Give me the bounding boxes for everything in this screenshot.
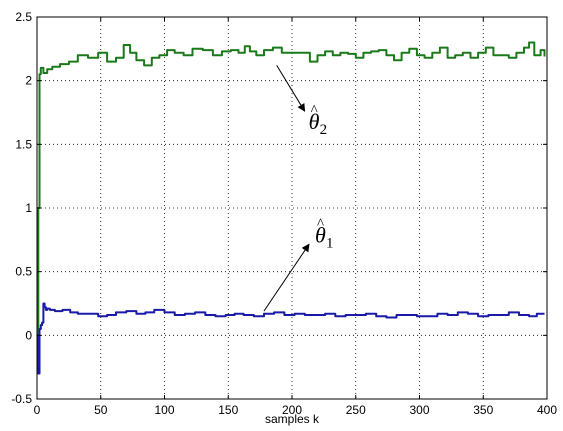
x-tick-label: 400 <box>537 403 557 417</box>
annotation-label: θ <box>309 109 320 134</box>
y-tick-label: 2.5 <box>15 10 32 24</box>
annotation-theta-1: θ^1 <box>263 216 334 312</box>
annotation-subscript: 2 <box>320 122 328 138</box>
annotations: θ^2θ^1 <box>263 65 334 312</box>
y-tick-label: 0 <box>25 328 32 342</box>
series-layer <box>37 41 546 375</box>
annotation-hat: ^ <box>311 103 318 119</box>
series-line-2 <box>37 302 545 375</box>
annotation-hat: ^ <box>317 216 324 232</box>
x-tick-label: 0 <box>34 403 41 417</box>
annotation-subscript: 1 <box>326 235 334 251</box>
x-tick-label: 350 <box>473 403 493 417</box>
x-tick-label: 250 <box>346 403 366 417</box>
x-tick-label: 100 <box>154 403 174 417</box>
annotation-arrow <box>263 243 310 312</box>
y-tick-label: 1.5 <box>15 137 32 151</box>
y-axis-ticks: -0.5 0 0.5 1 1.5 2 2.5 <box>11 10 547 406</box>
annotation-arrow <box>276 65 306 112</box>
annotation-label: θ <box>315 222 326 247</box>
x-tick-label: 200 <box>282 403 302 417</box>
x-tick-label: 300 <box>409 403 429 417</box>
grid <box>37 17 547 399</box>
series-line-1 <box>37 41 546 337</box>
y-tick-label: 2 <box>25 74 32 88</box>
y-tick-label: 0.5 <box>15 265 32 279</box>
x-axis-ticks: 0 50 100 150 200 250 300 350 400 <box>34 17 557 417</box>
x-tick-label: 50 <box>94 403 108 417</box>
y-tick-label: -0.5 <box>11 392 32 406</box>
x-tick-label: 150 <box>218 403 238 417</box>
annotation-theta-2: θ^2 <box>276 65 328 138</box>
y-tick-label: 1 <box>25 201 32 215</box>
x-axis-label: samples k <box>265 412 320 426</box>
